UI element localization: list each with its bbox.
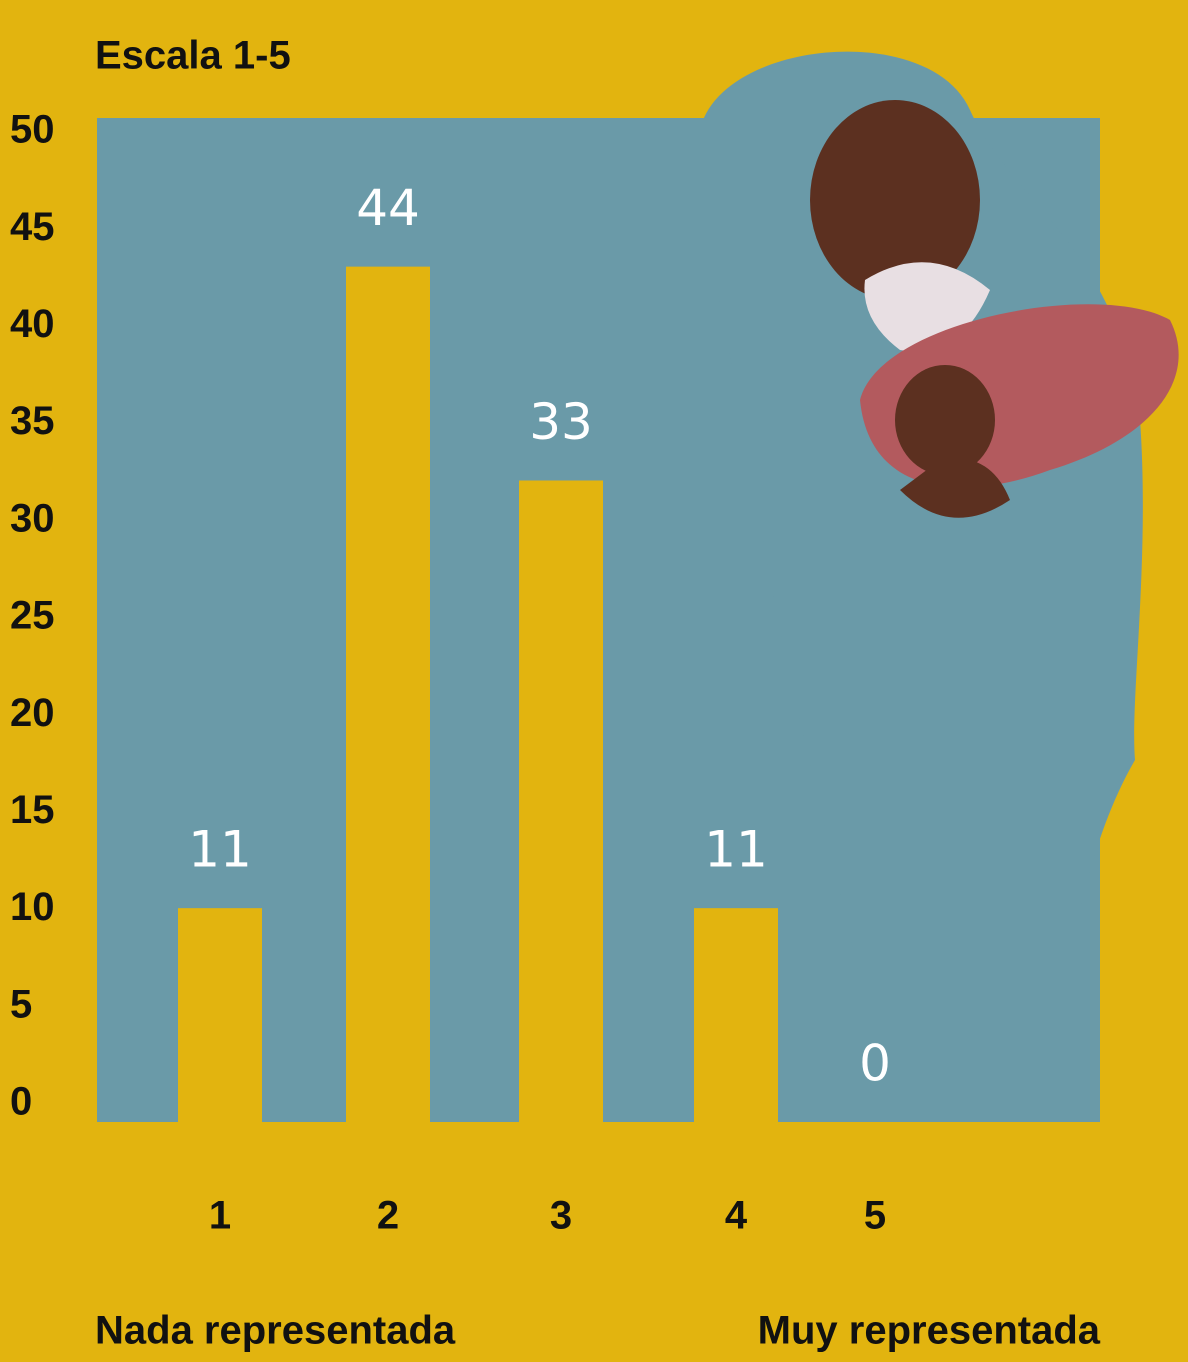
value-label: 11 — [704, 821, 768, 879]
bar — [346, 266, 430, 1122]
value-label: 44 — [356, 179, 420, 237]
y-tick-label: 10 — [10, 885, 55, 929]
cloak — [700, 51, 1143, 980]
bar — [519, 480, 603, 1123]
y-tick-label: 35 — [10, 399, 55, 443]
annotation: Nada representada — [95, 1309, 456, 1353]
y-tick-label: 30 — [10, 496, 55, 540]
y-tick-label: 25 — [10, 594, 55, 638]
y-tick-label: 20 — [10, 691, 55, 735]
x-tick-label: 2 — [377, 1194, 399, 1238]
annotation: Muy representada — [758, 1309, 1101, 1353]
value-label: 0 — [859, 1035, 891, 1093]
y-tick-label: 50 — [10, 108, 55, 152]
x-tick-label: 1 — [209, 1194, 231, 1238]
y-tick-label: 15 — [10, 788, 55, 832]
head — [810, 100, 980, 300]
chart-title: Escala 1-5 — [95, 34, 291, 78]
x-tick-label: 3 — [550, 1194, 572, 1238]
value-label: 33 — [529, 393, 593, 451]
bar — [178, 908, 262, 1122]
y-tick-label: 5 — [10, 982, 32, 1026]
bar — [694, 908, 778, 1122]
illustration — [700, 51, 1179, 980]
y-tick-label: 45 — [10, 205, 55, 249]
y-tick-label: 0 — [10, 1080, 32, 1124]
value-label: 11 — [188, 821, 252, 879]
x-tick-label: 4 — [725, 1194, 748, 1238]
hand — [900, 458, 1010, 518]
x-tick-label: 5 — [864, 1194, 886, 1238]
baby-head — [895, 365, 995, 475]
y-tick-label: 40 — [10, 302, 55, 346]
